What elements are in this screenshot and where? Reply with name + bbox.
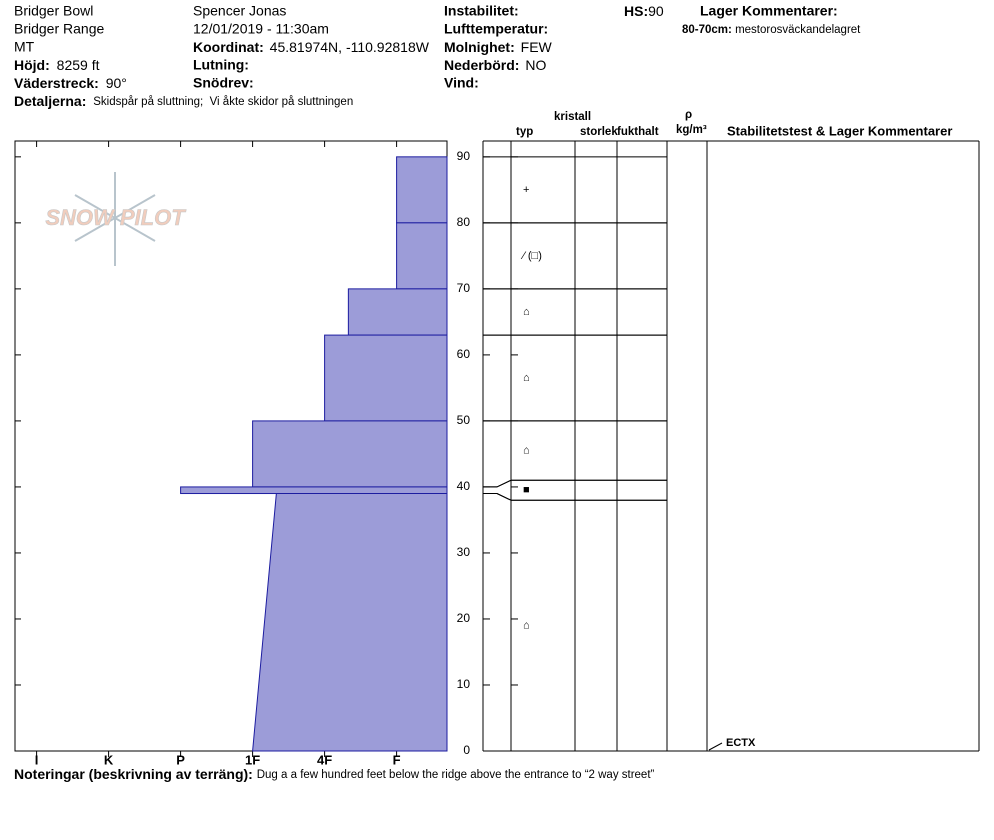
y-tick-label: 60 [457, 347, 471, 361]
layer [324, 334, 448, 422]
layer [252, 420, 448, 488]
grain-type: ■ [523, 484, 530, 496]
col-density-unit: kg/m³ [676, 124, 707, 136]
label: HS: [624, 3, 648, 19]
y-tick-label: 0 [463, 743, 470, 757]
col-stability: Stabilitetstest & Lager Kommentarer [727, 123, 952, 138]
y-tick-label: 70 [457, 281, 471, 295]
label: Väderstreck: [14, 75, 99, 91]
col-size: storlek [580, 126, 618, 138]
label: Nederbörd: [444, 57, 519, 73]
value: 45.81974N, -110.92818W [270, 39, 430, 55]
text: mestorosväckandelagret [735, 24, 861, 36]
range: Bridger Range [14, 21, 104, 37]
col-rho: ρ [685, 109, 692, 121]
wind: Vind: [444, 75, 479, 91]
grain-type: ⁄ (□) [520, 250, 542, 262]
y-tick-label: 80 [457, 215, 471, 229]
value: Skidspår på sluttning; Vi åkte skidor på… [93, 96, 353, 108]
test-arrow [708, 742, 723, 751]
x-tick-label: 1F [245, 752, 260, 767]
value: NO [525, 57, 546, 73]
layer-connector [483, 479, 512, 488]
x-tick-label: F [393, 752, 401, 767]
label: Noteringar (beskrivning av terräng): [14, 766, 253, 782]
label: Molnighet: [444, 39, 515, 55]
location: Bridger Bowl [14, 3, 93, 19]
layer-connector [483, 479, 512, 488]
grain-type: + [523, 184, 529, 196]
logo-text: SNOW PILOT [45, 205, 186, 230]
label: Höjd: [14, 57, 50, 73]
instability: Instabilitet: [444, 3, 519, 19]
layer [347, 288, 448, 336]
details: Detaljerna: Skidspår på sluttning; Vi åk… [14, 93, 353, 109]
y-tick-label: 50 [457, 413, 471, 427]
value: 90 [648, 3, 664, 19]
air-temp: Lufttemperatur: [444, 21, 548, 37]
value: 8259 ft [57, 57, 100, 73]
layer [252, 493, 448, 752]
layer [180, 486, 448, 495]
elevation: Höjd: 8259 ft [14, 57, 100, 73]
coordinates: Koordinat: 45.81974N, -110.92818W [193, 39, 430, 55]
x-tick-label: P [176, 752, 185, 767]
layer [396, 156, 448, 224]
value: FEW [521, 39, 553, 55]
test-label: ECTX [726, 737, 756, 749]
col-moisture: fukthalt [617, 126, 659, 138]
layer-comments-title: Lager Kommentarer: [700, 3, 838, 19]
text: Dug a a few hundred feet below the ridge… [257, 769, 655, 781]
layer [396, 222, 448, 290]
y-tick-label: 10 [457, 677, 471, 691]
label: Koordinat: [193, 39, 264, 55]
hs: HS:90 [624, 3, 664, 19]
grain-type: ⌂ [523, 620, 530, 632]
wind-loading: Snödrev: [193, 75, 254, 91]
y-tick-label: 40 [457, 479, 471, 493]
layer-comment: 80-70cm: mestorosväckandelagret [682, 24, 861, 36]
grain-type: ⌂ [523, 306, 530, 318]
y-tick-label: 30 [457, 545, 471, 559]
label: Detaljerna: [14, 93, 86, 109]
grain-type: ⌂ [523, 444, 530, 456]
label: 80-70cm: [682, 24, 732, 36]
slope: Lutning: [193, 57, 249, 73]
layer-connector [483, 493, 512, 501]
sky: Molnighet: FEW [444, 39, 553, 55]
col-crystal: kristall [554, 111, 591, 123]
precip: Nederbörd: NO [444, 57, 546, 73]
layer-connector [483, 493, 512, 501]
x-tick-label: K [104, 752, 114, 767]
x-tick-label: 4F [317, 752, 332, 767]
state: MT [14, 39, 35, 55]
y-tick-label: 20 [457, 611, 471, 625]
grain-type: ⌂ [523, 372, 530, 384]
col-type: typ [516, 126, 533, 138]
datetime: 12/01/2019 - 11:30am [193, 21, 329, 37]
observer: Spencer Jonas [193, 3, 286, 19]
y-tick-label: 90 [457, 149, 471, 163]
notes: Noteringar (beskrivning av terräng): Dug… [14, 766, 655, 782]
value: 90° [106, 75, 127, 91]
logo [74, 172, 156, 266]
x-tick-label: I [35, 752, 39, 767]
aspect: Väderstreck: 90° [14, 75, 127, 91]
